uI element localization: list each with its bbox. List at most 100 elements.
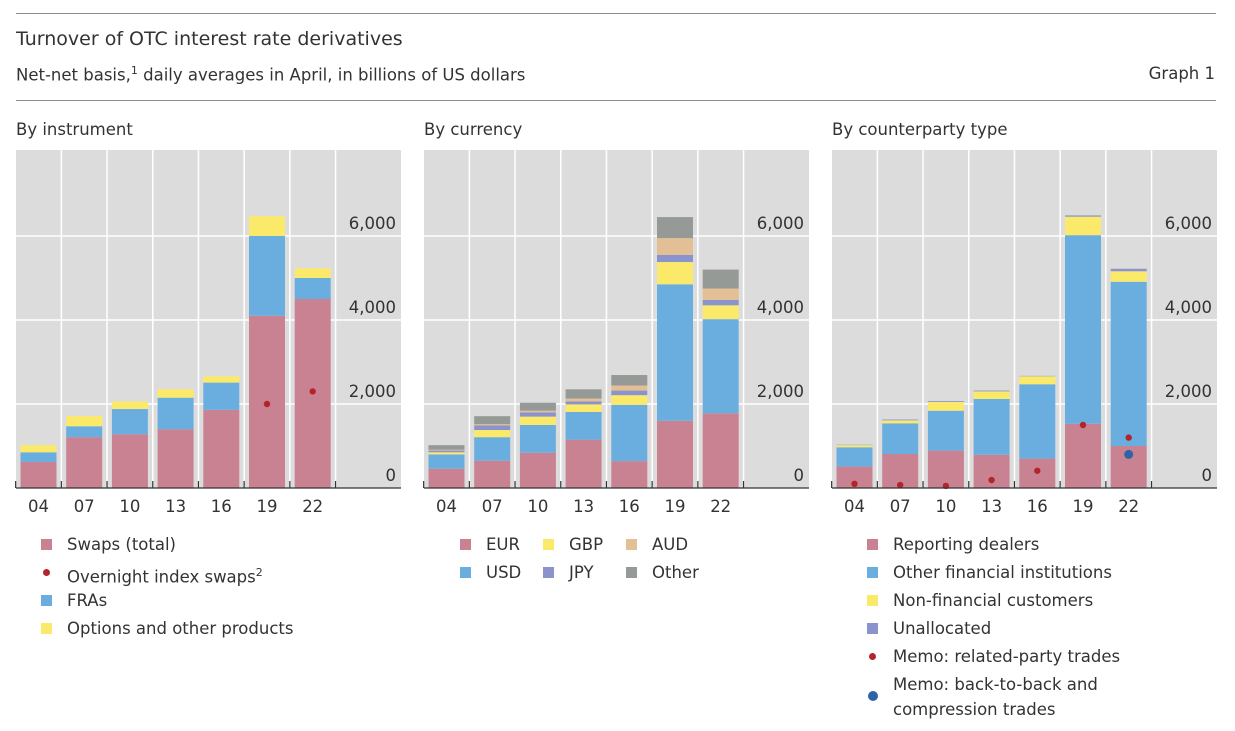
bar-segment <box>66 426 103 438</box>
marker-point <box>1079 421 1087 429</box>
x-tick-label: 19 <box>257 497 278 516</box>
bar-segment <box>519 416 556 425</box>
usd-swatch <box>460 567 471 578</box>
x-tick-label: 19 <box>1073 497 1094 516</box>
gbp-swatch <box>543 539 554 550</box>
bar-segment <box>973 398 1010 455</box>
subtitle-text: Net-net basis, <box>16 65 131 85</box>
y-tick-label: 4,000 <box>349 298 396 317</box>
legend-label: USD <box>486 563 522 582</box>
bar-segment <box>519 402 556 411</box>
bar-segment <box>474 424 511 426</box>
legend-label: JPY <box>569 563 594 582</box>
bar-segment <box>474 425 511 431</box>
bar-segment <box>702 413 739 488</box>
aud-swatch <box>626 539 637 550</box>
marker-point <box>263 400 271 408</box>
bar-segment <box>428 450 465 453</box>
top-rule <box>16 13 1216 14</box>
fras-swatch <box>41 595 52 606</box>
marker-point <box>1124 449 1134 459</box>
legend-label: GBP <box>569 535 604 554</box>
panel-title-currency: By currency <box>424 120 523 139</box>
x-tick-label: 04 <box>844 497 865 516</box>
panel-title-instrument: By instrument <box>16 120 133 139</box>
bar-segment <box>1110 281 1147 446</box>
bar-segment <box>20 445 57 453</box>
bar-segment <box>565 404 602 412</box>
bar-segment <box>66 416 103 427</box>
chart-by-currency: 04 07 10 13 16 19 22 0 2,000 4,000 6,000 <box>423 150 809 516</box>
ois-footnote-mark: 2 <box>255 566 263 579</box>
bar-segment <box>203 382 240 410</box>
x-tick-label: 07 <box>482 497 503 516</box>
bar-segment <box>927 401 964 402</box>
bar-segment <box>20 452 57 462</box>
bar-segment <box>203 376 240 383</box>
bar-segment <box>1019 384 1056 459</box>
x-tick-label: 07 <box>74 497 95 516</box>
bar-segment <box>428 452 465 455</box>
x-tick-label: 13 <box>165 497 186 516</box>
other-financial-swatch <box>867 567 878 578</box>
bar-segment <box>702 269 739 289</box>
x-tick-label: 22 <box>302 497 323 516</box>
legend-label: Options and other products <box>67 619 294 638</box>
bar-segment <box>1019 376 1056 385</box>
x-tick-label: 13 <box>981 497 1002 516</box>
reporting-dealers-swatch <box>867 539 878 550</box>
legend-label: Non-financial customers <box>893 591 1094 610</box>
bar-segment <box>702 299 739 306</box>
bar-segment <box>882 419 919 421</box>
subtitle-rest-text: daily averages in April, in billions of … <box>137 65 526 85</box>
legend-label: Reporting dealers <box>893 535 1040 554</box>
x-tick-label: 04 <box>436 497 457 516</box>
legend-label-line2: compression trades <box>893 700 1056 719</box>
header-rule <box>16 100 1216 101</box>
marker-point <box>897 481 904 489</box>
bar-segment <box>474 416 511 425</box>
bar-segment <box>657 284 693 421</box>
bar-segment <box>702 319 739 414</box>
bar-segment <box>203 409 240 488</box>
y-tick-label: 4,000 <box>1165 298 1212 317</box>
bar-segment <box>519 452 556 488</box>
bar-segment <box>428 445 465 450</box>
bar-segment <box>428 449 465 451</box>
legend-label: Memo: related-party trades <box>893 647 1121 666</box>
bar-segment <box>1065 235 1101 424</box>
bar-segment <box>702 305 739 320</box>
chart-by-instrument: 04 07 10 13 16 19 22 0 2,000 4,000 6,000 <box>15 150 401 516</box>
related-party-dot-marker <box>869 653 876 660</box>
bar-segment <box>157 429 194 488</box>
x-tick-label: 16 <box>211 497 232 516</box>
x-tick-label: 04 <box>28 497 49 516</box>
bar-segment <box>657 420 693 488</box>
x-tick-label: 22 <box>710 497 731 516</box>
marker-point <box>1125 434 1132 441</box>
bar-segment <box>1110 271 1147 282</box>
jpy-swatch <box>543 567 554 578</box>
legend-label: Unallocated <box>893 619 992 638</box>
x-tick-label: 19 <box>665 497 686 516</box>
bar-segment <box>836 447 873 467</box>
x-tick-label: 13 <box>573 497 594 516</box>
bar-segment <box>294 278 331 299</box>
bar-segment <box>1065 215 1101 217</box>
bar-segment <box>611 395 648 405</box>
y-tick-label: 2,000 <box>349 382 396 401</box>
bar-segment <box>20 461 57 488</box>
bar-segment <box>657 262 693 285</box>
legend-label: Other <box>652 563 699 582</box>
chart-subtitle: Net-net basis,1 daily averages in April,… <box>16 64 525 85</box>
bar-segment <box>565 401 602 405</box>
bar-segment <box>294 268 331 278</box>
ois-dot-marker <box>43 569 50 576</box>
x-tick-label: 07 <box>890 497 911 516</box>
bar-segment <box>611 385 648 391</box>
bar-segment <box>157 397 194 430</box>
bar-segment <box>474 437 511 461</box>
panel-title-counterparty: By counterparty type <box>832 120 1008 139</box>
legend-label: FRAs <box>67 591 108 610</box>
marker-point <box>309 388 316 395</box>
